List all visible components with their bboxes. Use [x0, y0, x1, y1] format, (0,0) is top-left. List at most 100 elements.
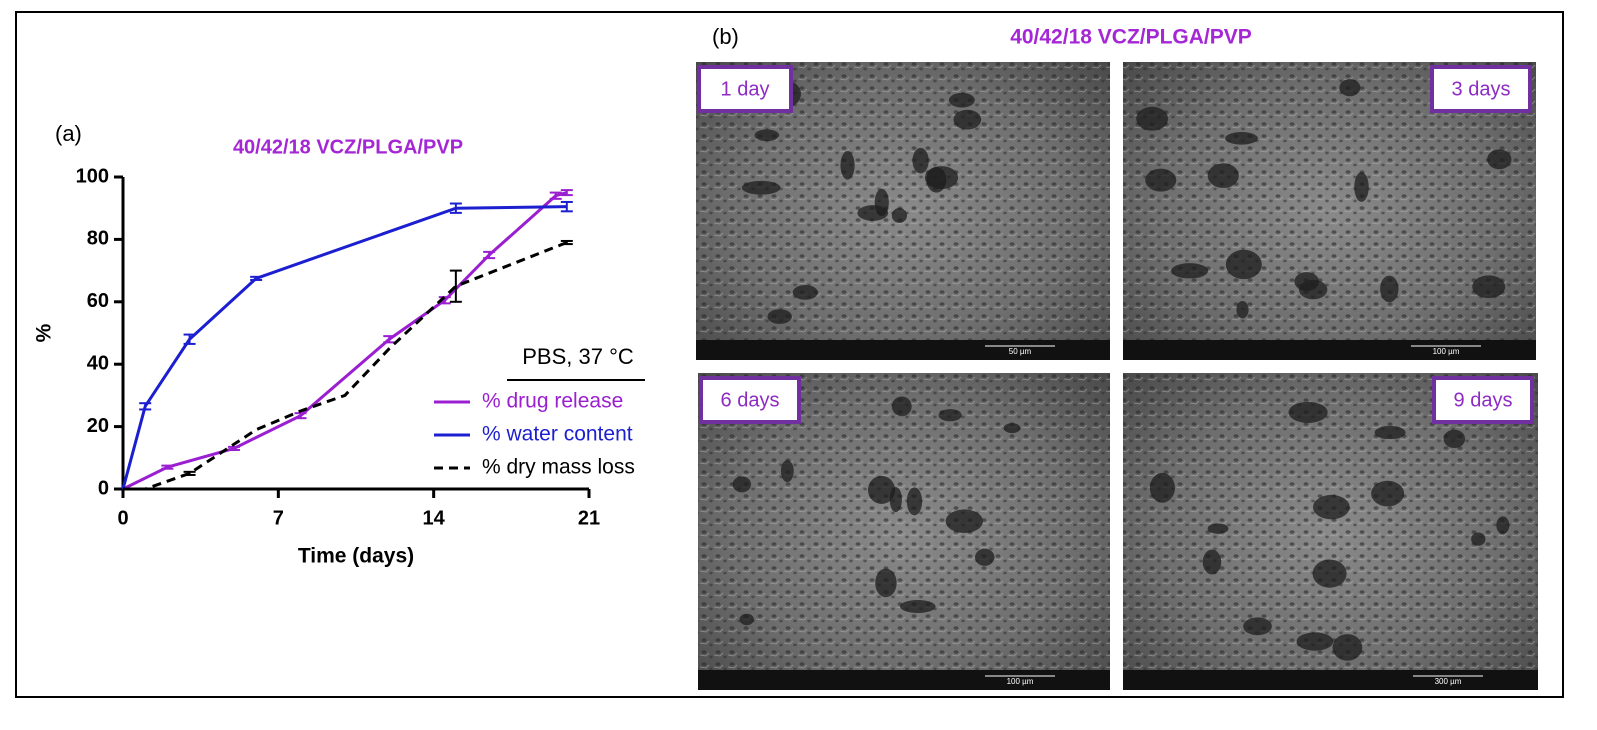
error-bar	[549, 191, 562, 200]
error-bar	[560, 239, 573, 246]
image-label: 6 days	[721, 389, 780, 411]
sem-pore	[1472, 275, 1506, 299]
error-bar	[383, 335, 396, 344]
sem-pore	[974, 548, 995, 566]
scale-bar-label: 50 µm	[1009, 347, 1032, 356]
figure-border	[15, 11, 1564, 698]
sem-pore	[1136, 106, 1169, 131]
image-label-box	[1430, 65, 1532, 113]
panel-label: (b)	[712, 24, 739, 49]
scale-bar-label: 300 µm	[1435, 677, 1462, 686]
sem-info-bar	[696, 340, 1110, 360]
x-axis-label: Time (days)	[298, 545, 414, 568]
sem-pore	[891, 396, 912, 417]
error-bar	[560, 189, 573, 197]
sem-pore	[1296, 632, 1334, 651]
sem-pore	[1171, 263, 1209, 279]
sem-pore	[792, 285, 818, 300]
error-bar	[183, 470, 196, 476]
legend-entry: % dry mass loss	[482, 456, 635, 479]
sem-pore	[1487, 149, 1512, 170]
sem-pore	[1236, 301, 1249, 319]
sem-pore	[1332, 634, 1363, 661]
sem-pore	[875, 568, 897, 598]
sem-pore	[1354, 172, 1369, 202]
sem-pore	[1288, 401, 1328, 423]
sem-pore	[1312, 494, 1350, 520]
series-line	[121, 205, 567, 490]
x-tick-label: 0	[117, 507, 128, 529]
sem-pore	[739, 613, 754, 626]
legend-entry: % water content	[482, 423, 633, 446]
sem-pore	[1380, 275, 1399, 303]
sem-pore	[1149, 472, 1175, 503]
error-bar	[250, 275, 263, 281]
sem-pore	[1339, 79, 1361, 97]
sem-pore	[1243, 617, 1272, 636]
error-bar	[483, 250, 496, 260]
sem-info-bar	[1123, 670, 1538, 690]
error-bar	[227, 445, 240, 451]
x-tick-label: 7	[273, 507, 284, 529]
sem-pore	[912, 147, 929, 174]
chart-title: 40/42/18 VCZ/PLGA/PVP	[233, 136, 463, 158]
sem-pore	[899, 600, 936, 613]
sem-pore	[840, 151, 855, 180]
sem-pore	[767, 309, 792, 324]
sem-pore	[741, 180, 781, 195]
sem-pore	[938, 409, 962, 422]
sem-pore	[953, 109, 982, 130]
sem-pore	[1207, 163, 1239, 189]
sem-pore	[754, 129, 780, 142]
sem-pore	[1202, 549, 1222, 575]
sem-pore	[867, 475, 896, 505]
sem-pore	[1471, 532, 1486, 546]
panel-title: 40/42/18 VCZ/PLGA/PVP	[1010, 26, 1252, 49]
error-bar	[161, 464, 174, 470]
sem-pore	[1443, 429, 1466, 449]
sem-pore	[857, 205, 889, 221]
scale-bar-label: 100 µm	[1433, 347, 1460, 356]
image-label-box	[697, 65, 793, 113]
sem-pore	[1003, 423, 1021, 434]
sem-pore	[945, 509, 983, 533]
series-line	[123, 241, 568, 491]
error-bar	[560, 200, 573, 213]
sem-pore	[1225, 132, 1258, 145]
error-bar	[449, 202, 462, 214]
sem-pore	[891, 208, 908, 223]
sem-pore	[732, 476, 752, 493]
image-label-box	[699, 376, 801, 424]
sem-info-bar	[698, 670, 1110, 690]
error-bar	[294, 412, 307, 420]
y-tick-label: 40	[87, 352, 109, 374]
y-tick-label: 20	[87, 415, 109, 437]
panel-label: (a)	[55, 121, 82, 146]
y-tick-label: 100	[76, 165, 109, 187]
error-bar	[183, 333, 196, 345]
x-tick-label: 14	[423, 507, 446, 529]
sem-pore	[1496, 516, 1510, 535]
legend-title: PBS, 37 °C	[522, 344, 634, 369]
image-label: 3 days	[1452, 78, 1511, 100]
legend-entry: % drug release	[482, 390, 623, 413]
sem-pore	[1312, 559, 1347, 588]
error-bar	[449, 269, 462, 303]
sem-info-bar	[1123, 340, 1536, 360]
sem-pore	[780, 460, 794, 483]
image-label: 9 days	[1454, 389, 1513, 411]
x-tick-label: 21	[578, 507, 600, 529]
sem-pore	[1371, 480, 1405, 507]
error-bar	[139, 402, 152, 411]
y-tick-label: 60	[87, 290, 109, 312]
sem-pore	[1374, 425, 1406, 440]
sem-pore	[1145, 168, 1177, 192]
y-tick-label: 0	[98, 477, 109, 499]
sem-pore	[924, 166, 959, 190]
sem-pore	[906, 487, 923, 516]
sem-pore	[1298, 279, 1328, 300]
sem-pore	[1207, 523, 1229, 534]
sem-pore	[948, 92, 975, 108]
sem-pore	[1225, 249, 1262, 280]
